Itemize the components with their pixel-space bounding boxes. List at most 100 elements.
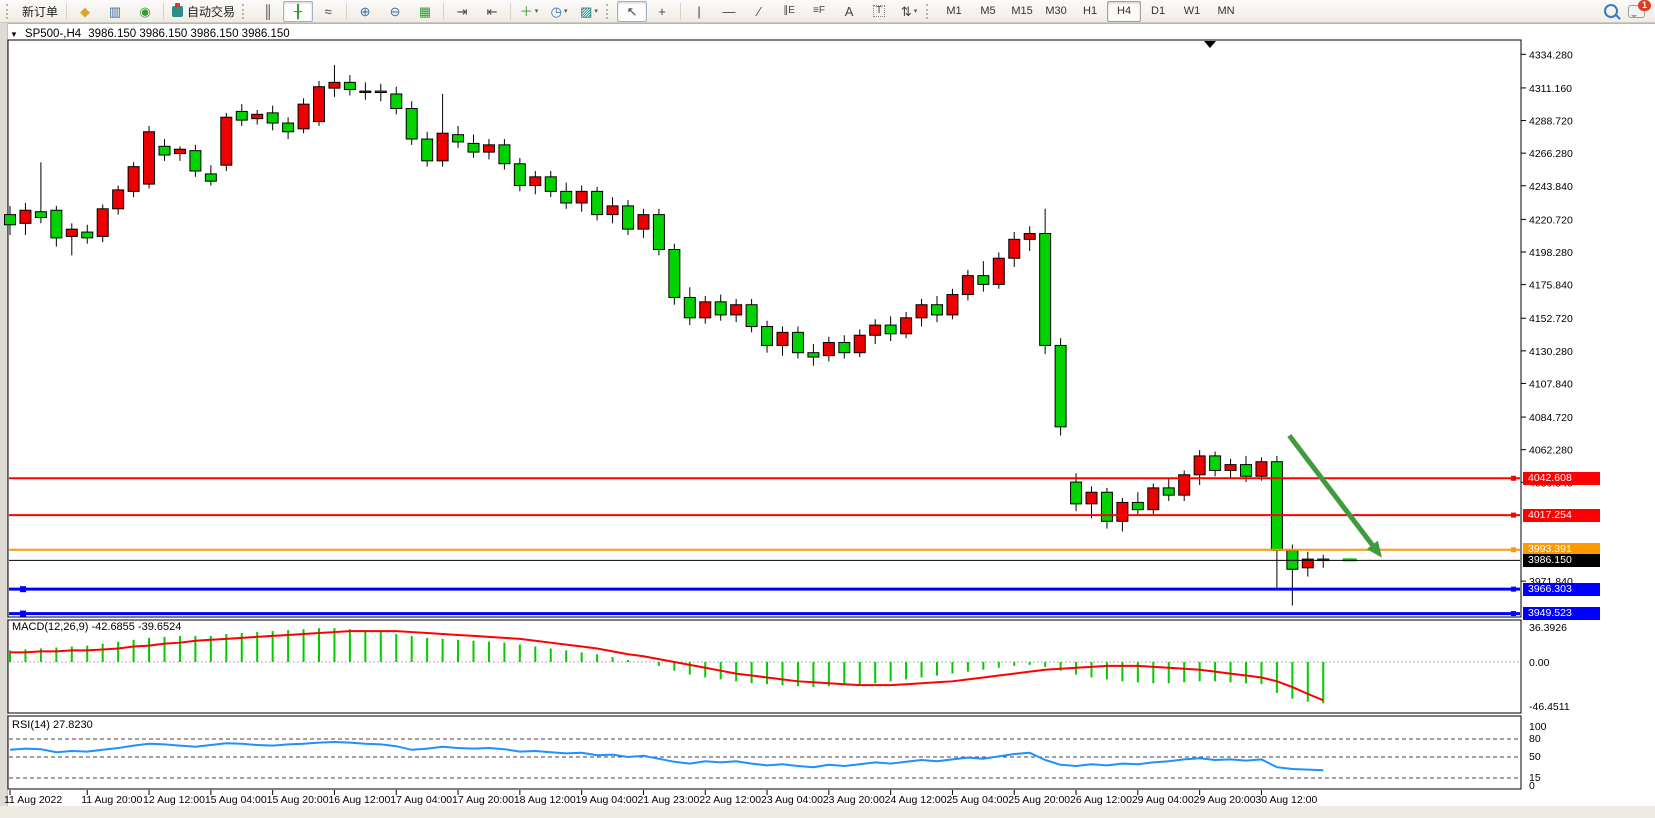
line-handle[interactable] <box>20 586 26 593</box>
time-axis-label: 12 Aug 12:00 <box>143 794 205 806</box>
toolbar-grip[interactable] <box>242 3 249 19</box>
candle <box>1301 558 1314 569</box>
tf-H4-button[interactable]: H4 <box>1107 0 1142 22</box>
macd-histogram <box>9 628 1325 704</box>
chart-shift-marker[interactable] <box>1204 41 1216 48</box>
line-handle[interactable] <box>20 610 26 617</box>
tf-MN-button[interactable]: MN <box>1217 5 1235 17</box>
candle <box>1008 238 1021 259</box>
ohlc-expander-icon[interactable]: ▼ <box>10 29 18 39</box>
candle <box>869 324 882 336</box>
macd-pane[interactable] <box>7 619 1522 714</box>
time-axis-label: 11 Aug 2022 <box>4 794 62 806</box>
cursor-icon: ↖ <box>626 3 638 19</box>
line-handle[interactable] <box>1511 547 1516 553</box>
horizontal-line-3993.391[interactable] <box>9 547 1520 553</box>
new-order-button[interactable]: 新订单 <box>22 4 59 19</box>
equidistant-channel-button[interactable]: ∥E <box>774 1 804 22</box>
horizontal-line-4017.254[interactable] <box>9 512 1520 518</box>
add-indicator-icon: ＋ <box>519 3 533 19</box>
tf-M1-button[interactable]: M1 <box>946 5 962 17</box>
toolbar-separator <box>66 2 68 20</box>
notifications-icon[interactable]: 1 <box>1628 0 1651 18</box>
line-chart-button[interactable]: ≈ <box>313 1 343 22</box>
chart-shift-icon: ⇤ <box>486 3 498 19</box>
vertical-line-button[interactable]: | <box>684 1 714 22</box>
text-button[interactable]: A <box>834 1 864 22</box>
candle <box>112 189 125 210</box>
price-axis[interactable]: 4334.280 4311.160 4288.720 4266.280 4243.840… <box>1521 49 1573 588</box>
zoom-in-button[interactable]: ⊕ <box>350 1 380 22</box>
tile-windows-button[interactable]: ▦ <box>410 1 440 22</box>
metaeditor-button[interactable]: ◆ <box>70 1 100 22</box>
candle <box>1240 464 1252 477</box>
horizontal-line-button[interactable]: — <box>714 1 744 22</box>
tf-D1-button[interactable]: D1 <box>1151 5 1166 17</box>
candle <box>1100 491 1113 522</box>
text-icon: A <box>844 3 854 19</box>
vertical-line-icon: | <box>697 3 701 19</box>
market-watch-button[interactable]: ▥ <box>100 1 130 22</box>
search-icon[interactable] <box>1604 4 1618 18</box>
indicators-button[interactable]: ＋ ▾ <box>514 1 544 22</box>
fibonacci-button[interactable]: ≡F <box>804 1 834 22</box>
zoom-out-button[interactable]: ⊖ <box>380 1 410 22</box>
crosshair-button[interactable]: + <box>647 1 677 22</box>
toolbar-grip[interactable] <box>606 3 613 19</box>
price-label-3949.523: 3949.523 <box>1523 607 1600 621</box>
horizontal-line-icon: — <box>722 3 736 19</box>
arrows-dropdown-button[interactable]: ⇅ ▾ <box>894 1 924 22</box>
candle <box>1162 487 1175 496</box>
macd-axis-label: -46.4511 <box>1529 701 1570 713</box>
horizontal-line-3966.303[interactable] <box>9 586 1520 593</box>
price-tick-label: 4130.280 <box>1529 346 1573 358</box>
candle <box>189 150 202 172</box>
tf-H1-button[interactable]: H1 <box>1083 5 1098 17</box>
templates-button[interactable]: ▨ ▾ <box>574 1 604 22</box>
candle <box>1131 501 1144 511</box>
candle <box>1209 455 1222 471</box>
autotrading-button[interactable]: 自动交易 <box>167 1 240 22</box>
signals-button[interactable]: ◉ <box>130 1 160 22</box>
horizontal-line-4042.608[interactable] <box>9 475 1520 481</box>
toolbar-grip[interactable] <box>926 3 933 19</box>
candle <box>637 214 650 230</box>
chevron-down-icon: ▾ <box>913 8 918 15</box>
candle <box>1085 491 1098 505</box>
candle <box>1270 461 1283 551</box>
candle <box>683 296 696 319</box>
bar-chart-button[interactable]: ║ <box>253 1 283 22</box>
candle <box>838 342 851 354</box>
line-handle[interactable] <box>1511 586 1516 592</box>
tf-W1-button[interactable]: W1 <box>1183 5 1201 17</box>
rsi-pane[interactable] <box>7 715 1522 790</box>
candle <box>374 90 387 94</box>
chart-shift-button[interactable]: ⇤ <box>477 1 507 22</box>
time-axis-label: 26 Aug 12:00 <box>1070 794 1132 806</box>
auto-scroll-button[interactable]: ⇥ <box>447 1 477 22</box>
crosshair-icon: + <box>658 3 666 19</box>
time-axis-label: 24 Aug 12:00 <box>885 794 947 806</box>
tf-M5-button[interactable]: M5 <box>980 5 996 17</box>
candle <box>730 304 743 316</box>
candle <box>853 334 866 354</box>
horizontal-line-3949.523[interactable] <box>9 610 1520 617</box>
trend-arrow[interactable] <box>1287 434 1382 558</box>
time-axis[interactable]: 11 Aug 2022 11 Aug 20:00 12 Aug 12:00 15 Au… <box>4 790 1318 806</box>
cursor-button[interactable]: ↖ <box>617 0 648 22</box>
toolbar-grip[interactable] <box>6 3 13 19</box>
line-handle[interactable] <box>1511 475 1516 481</box>
candle <box>390 93 403 110</box>
line-handle[interactable] <box>1511 512 1516 518</box>
periods-button[interactable]: ◷ ▾ <box>544 1 574 22</box>
tf-M15-button[interactable]: M15 <box>1011 5 1033 17</box>
candle <box>513 163 526 187</box>
trendline-button[interactable]: ∕ <box>744 1 774 22</box>
candlestick-chart-icon: ╂ <box>294 3 302 19</box>
candlestick-chart-button[interactable]: ╂ <box>283 0 314 22</box>
line-handle[interactable] <box>1511 611 1516 617</box>
candle <box>1224 464 1237 471</box>
text-label-button[interactable]: T <box>864 1 894 22</box>
tf-M30-button[interactable]: M30 <box>1045 5 1067 17</box>
